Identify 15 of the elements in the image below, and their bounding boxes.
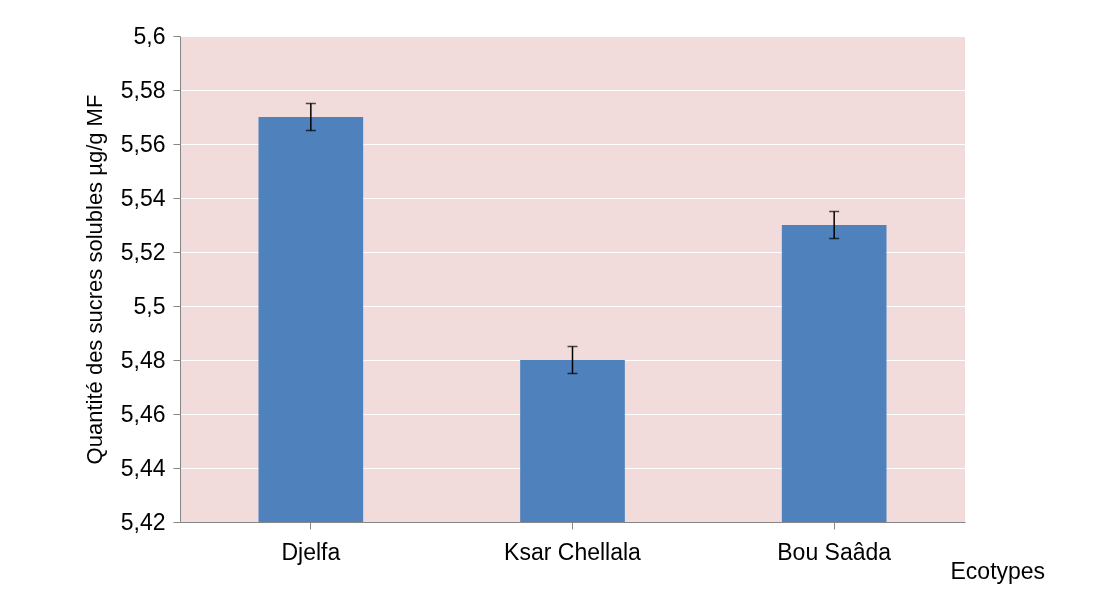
y-tick-label: 5,58 — [120, 76, 166, 103]
y-tick-label: 5,54 — [120, 184, 166, 211]
y-tick-label: 5,42 — [120, 508, 166, 535]
y-tick-label: 5,44 — [120, 454, 166, 481]
y-axis-title: Quantité des sucres solubles µg/g MF — [81, 94, 107, 465]
y-tick-label: 5,48 — [120, 346, 166, 373]
x-tick-label: Bou Saâda — [777, 538, 892, 565]
x-tick-label: Ksar Chellala — [504, 538, 642, 565]
y-tick-label: 5,46 — [120, 400, 166, 427]
x-tick-label: Djelfa — [281, 538, 341, 565]
y-tick-label: 5,6 — [133, 22, 166, 49]
x-axis-title: Ecotypes — [950, 557, 1046, 584]
y-tick-label: 5,5 — [133, 292, 166, 319]
y-tick-label: 5,52 — [120, 238, 166, 265]
y-tick-label: 5,56 — [120, 130, 166, 157]
